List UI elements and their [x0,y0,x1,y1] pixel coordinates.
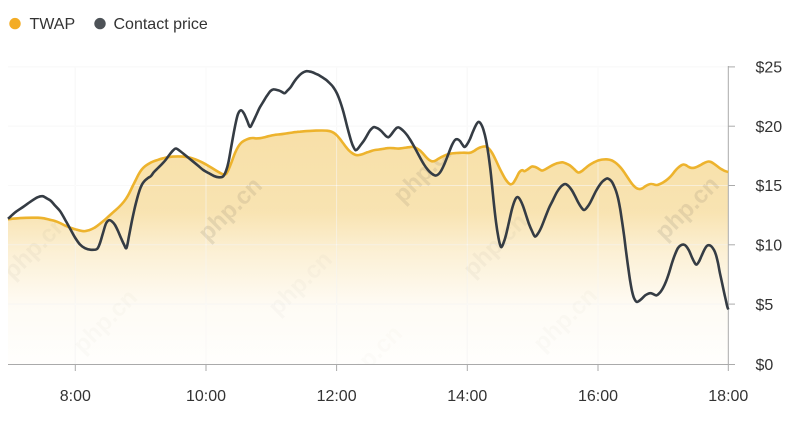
svg-text:8:00: 8:00 [60,388,91,405]
svg-text:$15: $15 [756,178,783,195]
svg-text:18:00: 18:00 [708,388,748,405]
svg-text:$10: $10 [756,238,783,255]
svg-text:$25: $25 [756,60,783,77]
svg-text:16:00: 16:00 [578,388,618,405]
svg-text:$20: $20 [756,119,783,136]
svg-text:14:00: 14:00 [447,388,487,405]
svg-text:TWAP: TWAP [30,16,76,33]
svg-text:$5: $5 [756,297,774,314]
svg-text:12:00: 12:00 [317,388,357,405]
svg-text:Contact price: Contact price [114,16,208,33]
svg-text:$0: $0 [756,357,774,374]
svg-text:10:00: 10:00 [186,388,226,405]
